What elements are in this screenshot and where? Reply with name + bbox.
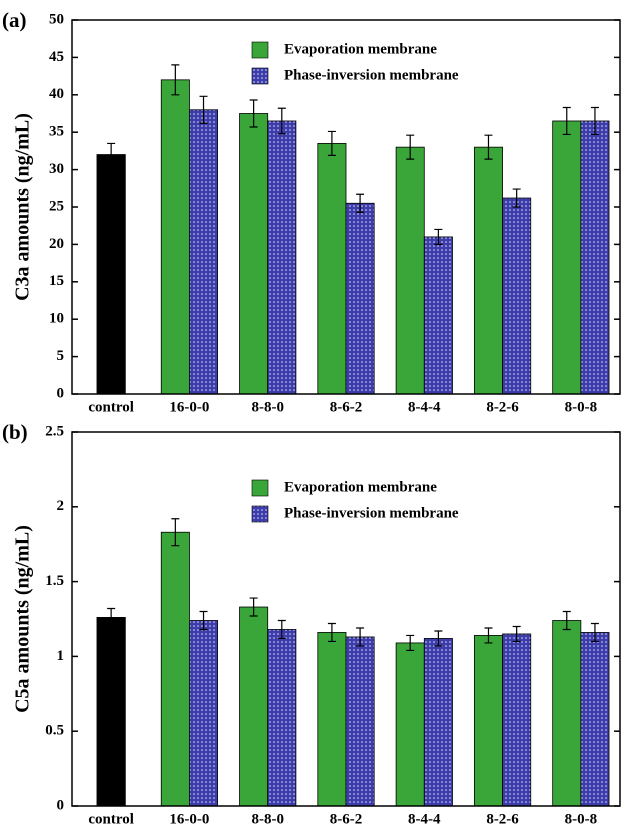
bar [423,236,453,395]
error-bar [199,95,208,124]
y-tick-label: 10 [49,311,64,327]
error-bar [249,597,258,617]
bar [502,197,532,395]
bar [160,79,190,395]
error-bar [356,627,365,647]
x-tick-label: control [88,811,134,827]
bar [580,120,610,395]
x-tick-label: 8-2-6 [486,811,519,827]
error-bar [512,625,521,643]
y-tick-label: 0 [57,385,65,401]
bar [189,620,219,807]
bar [239,113,269,395]
y-tick-label: 5 [57,348,65,364]
panel-label: (a) [2,8,27,32]
legend-label: Evaporation membrane [284,479,437,495]
bar [239,606,269,807]
y-tick-label: 1.5 [45,573,64,589]
error-bar [356,193,365,213]
x-tick-label: 16-0-0 [169,811,209,827]
y-axis-label: C5a amounts (ng/mL) [12,525,34,713]
y-tick-label: 1 [57,648,65,664]
y-tick-label: 0.5 [45,723,64,739]
error-bar [406,634,415,652]
bar [317,143,347,395]
x-tick-label: 8-8-0 [251,811,284,827]
x-tick-label: 16-0-0 [169,399,209,415]
y-tick-label: 0 [57,797,65,813]
x-tick-label: 8-2-6 [486,399,519,415]
x-tick-label: 8-0-8 [565,399,598,415]
error-bar [277,619,286,640]
bar [423,638,453,807]
y-tick-label: 2 [57,498,65,514]
y-tick-label: 20 [49,236,64,252]
x-tick-label: 8-4-4 [408,811,441,827]
bar [345,636,375,807]
bar [395,146,425,395]
error-bar [107,142,116,167]
y-tick-label: 25 [49,198,64,214]
bar [267,629,297,807]
legend-label: Phase-inversion membrane [284,505,459,521]
x-tick-label: 8-6-2 [330,811,363,827]
error-bar [249,99,258,128]
y-tick-label: 35 [49,124,64,140]
bar [502,633,532,807]
x-tick-label: 8-4-4 [408,399,441,415]
bar [189,109,219,395]
x-tick-label: 8-0-8 [565,811,598,827]
y-tick-label: 40 [49,86,64,102]
bar [580,632,610,807]
error-bar [434,228,443,245]
bar [473,146,503,395]
legend-swatch [251,67,269,85]
error-bar [590,622,599,643]
bar [267,120,297,395]
error-bar [590,106,599,136]
error-bar [562,106,571,136]
bar [473,635,503,807]
x-tick-label: 8-6-2 [330,399,363,415]
legend-swatch [251,41,269,59]
error-bar [484,134,493,160]
y-tick-label: 30 [49,161,64,177]
y-tick-label: 45 [49,49,64,65]
y-axis-label: C3a amounts (ng/mL) [12,113,34,301]
y-tick-label: 2.5 [45,423,64,439]
bar [345,202,375,395]
bar [552,120,582,395]
panel-label: (b) [2,420,28,444]
legend-swatch [251,505,269,523]
bar [395,642,425,807]
error-bar [107,607,116,628]
error-bar [434,630,443,647]
error-bar [277,107,286,135]
error-bar [484,627,493,644]
x-tick-label: control [88,399,134,415]
error-bar [199,610,208,631]
legend-label: Evaporation membrane [284,41,437,57]
bar [160,531,190,807]
error-bar [171,64,180,96]
y-tick-label: 15 [49,273,64,289]
error-bar [171,518,180,547]
y-tick-label: 50 [49,11,64,27]
x-tick-label: 8-8-0 [251,399,284,415]
error-bar [327,130,336,156]
plot-frame [71,431,621,807]
plot-frame [71,19,621,395]
error-bar [406,134,415,160]
error-bar [512,188,521,208]
bar [96,617,126,807]
legend-label: Phase-inversion membrane [284,67,459,83]
bar [96,154,126,395]
error-bar [562,610,571,631]
bar [552,620,582,807]
error-bar [327,622,336,643]
bar [317,632,347,807]
legend-swatch [251,479,269,497]
